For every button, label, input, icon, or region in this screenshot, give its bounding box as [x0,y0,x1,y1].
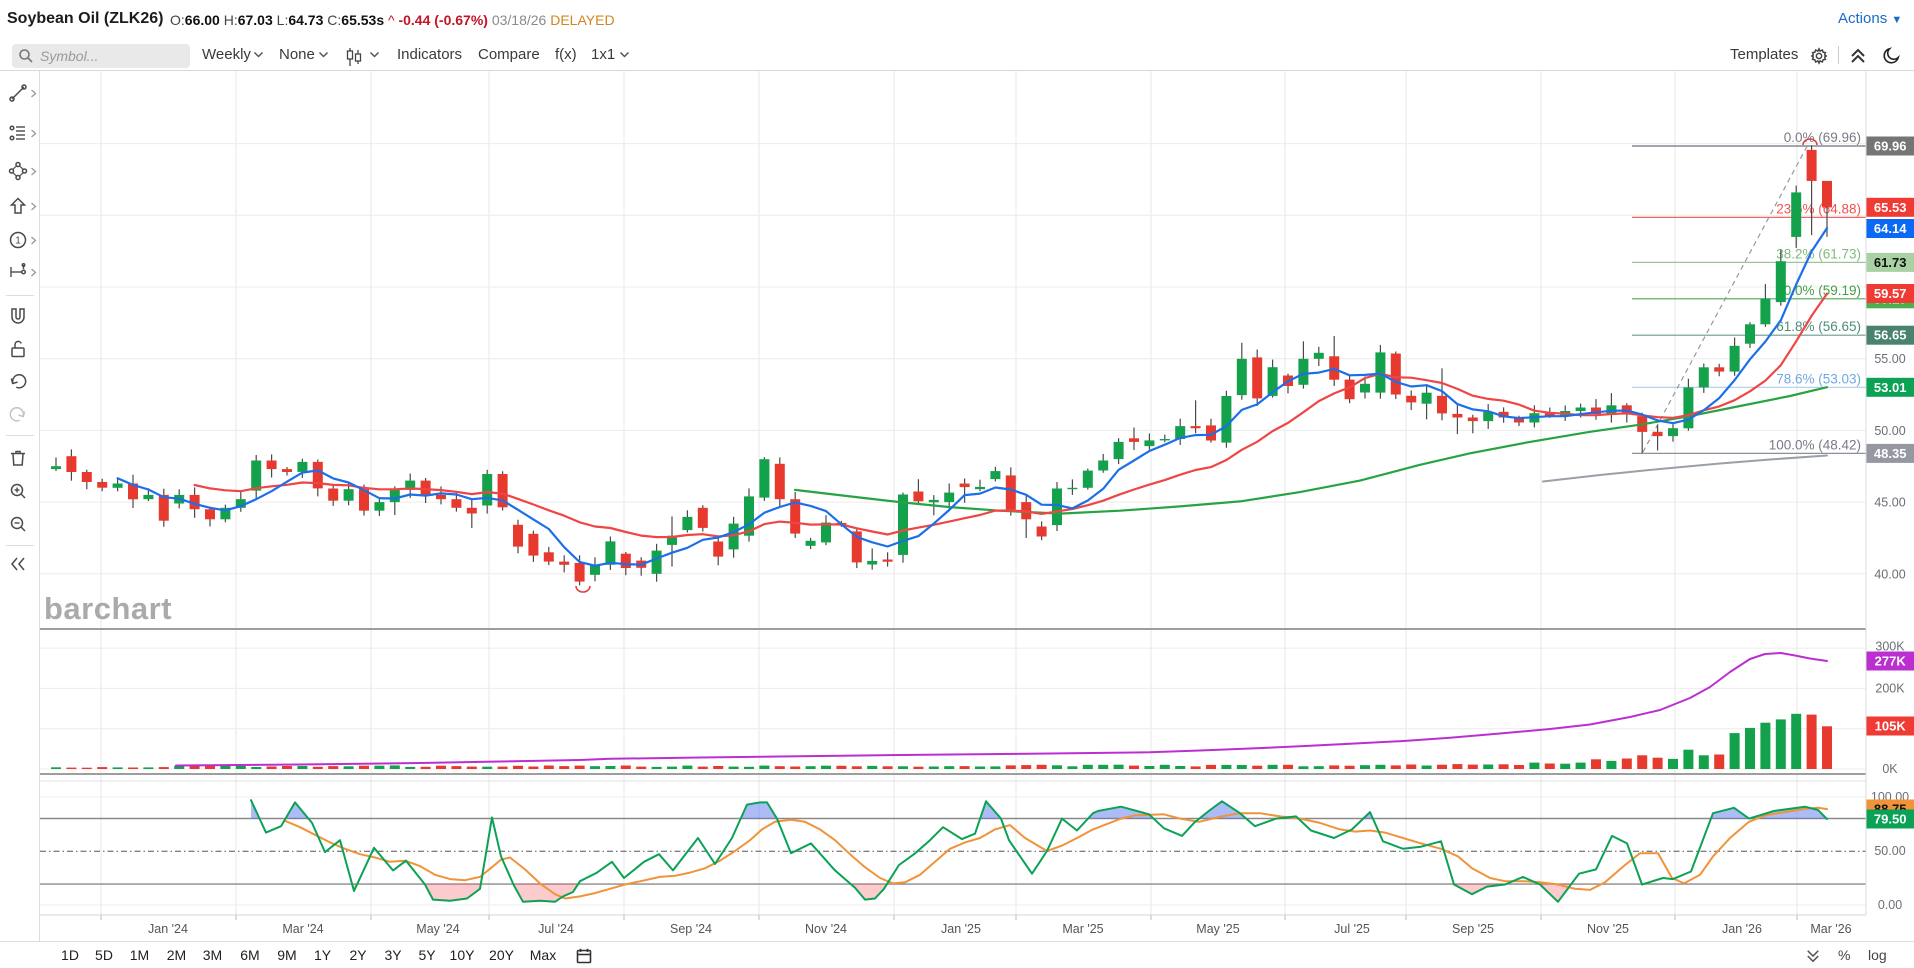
svg-text:Jul '25: Jul '25 [1334,922,1370,936]
svg-text:45.00: 45.00 [1874,496,1905,510]
svg-text:40.00: 40.00 [1874,567,1905,581]
svg-text:48.35: 48.35 [1874,446,1907,461]
svg-text:Mar '25: Mar '25 [1062,922,1103,936]
svg-text:277K: 277K [1875,654,1907,669]
svg-text:Jan '24: Jan '24 [148,922,188,936]
svg-text:0K: 0K [1882,762,1898,776]
svg-text:barchart: barchart [44,591,172,626]
svg-text:50.00: 50.00 [1874,424,1905,438]
svg-text:Mar '24: Mar '24 [282,922,323,936]
svg-text:69.96: 69.96 [1874,139,1907,154]
svg-text:300K: 300K [1875,640,1905,654]
svg-text:May '25: May '25 [1196,922,1239,936]
svg-text:Nov '24: Nov '24 [805,922,847,936]
svg-text:79.50: 79.50 [1874,812,1907,827]
svg-text:200K: 200K [1875,682,1905,696]
svg-text:59.57: 59.57 [1874,286,1907,301]
svg-text:56.65: 56.65 [1874,328,1907,343]
svg-text:38.2% (61.73): 38.2% (61.73) [1776,246,1861,261]
svg-text:Jan '26: Jan '26 [1722,922,1762,936]
svg-text:105K: 105K [1875,719,1907,734]
svg-text:Sep '25: Sep '25 [1452,922,1494,936]
svg-text:Sep '24: Sep '24 [670,922,712,936]
svg-text:Jan '25: Jan '25 [941,922,981,936]
svg-text:Nov '25: Nov '25 [1587,922,1629,936]
svg-text:23.6% (64.88): 23.6% (64.88) [1776,201,1861,216]
svg-text:Jul '24: Jul '24 [538,922,574,936]
svg-text:1: 1 [15,236,21,247]
svg-text:50.0% (59.19): 50.0% (59.19) [1776,283,1861,298]
svg-text:100.0% (48.42): 100.0% (48.42) [1769,437,1861,452]
svg-text:53.01: 53.01 [1874,380,1907,395]
svg-text:50.00: 50.00 [1874,844,1905,858]
svg-text:0.00: 0.00 [1878,898,1902,912]
svg-text:55.00: 55.00 [1874,352,1905,366]
svg-text:61.8% (56.65): 61.8% (56.65) [1776,319,1861,334]
svg-text:65.53: 65.53 [1874,200,1907,215]
svg-text:61.73: 61.73 [1874,255,1907,270]
svg-text:Mar '26: Mar '26 [1810,922,1851,936]
svg-text:78.6% (53.03): 78.6% (53.03) [1776,371,1861,386]
svg-text:0.0% (69.96): 0.0% (69.96) [1784,130,1861,145]
svg-text:May '24: May '24 [416,922,459,936]
svg-text:64.14: 64.14 [1874,221,1907,236]
